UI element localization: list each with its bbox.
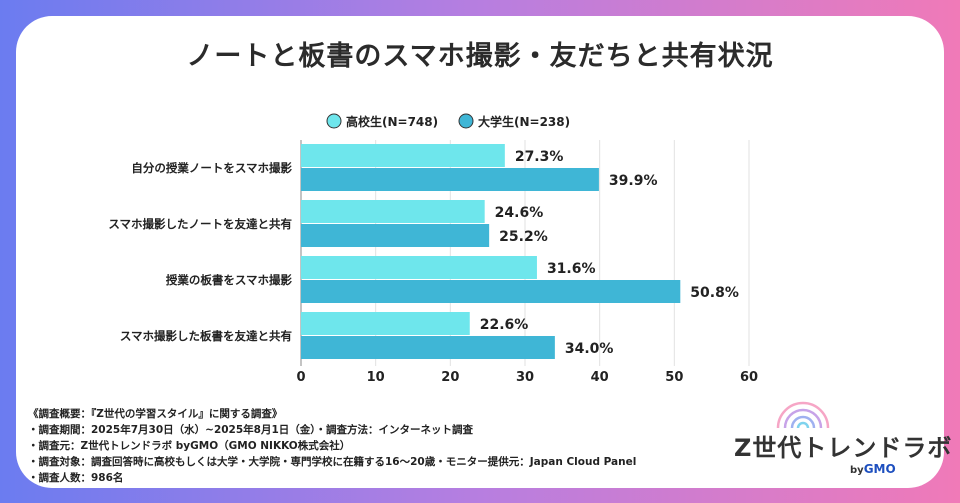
data-label: 24.6% <box>495 205 544 221</box>
x-tick-label: 20 <box>441 370 459 385</box>
x-tick-label: 0 <box>296 370 305 385</box>
survey-note: 《調査概要：『Z世代の学習スタイル』に関する調査》 <box>28 408 283 420</box>
logo-name: Z世代トレンドラボ <box>734 434 953 462</box>
data-label: 34.0% <box>565 341 614 357</box>
category-label: 授業の板書をスマホ撮影 <box>166 273 293 287</box>
bar <box>301 256 537 279</box>
x-tick-label: 10 <box>367 370 385 385</box>
legend-swatch <box>458 113 474 129</box>
bar <box>301 144 505 167</box>
chart-title: ノートと板書のスマホ撮影・友だちと共有状況 <box>186 41 774 72</box>
category-label: スマホ撮影した板書を友達と共有 <box>120 329 293 343</box>
data-label: 31.6% <box>547 261 596 277</box>
bar <box>301 224 490 247</box>
legend-swatch <box>326 113 342 129</box>
category-label: スマホ撮影したノートを友達と共有 <box>108 217 292 231</box>
data-label: 39.9% <box>609 173 658 189</box>
survey-note: ・調査期間：2025年7月30日（水）~2025年8月1日（金）・調査方法：イン… <box>28 424 474 436</box>
logo-brand: GMO <box>863 462 896 476</box>
survey-notes: 《調査概要：『Z世代の学習スタイル』に関する調査》 ・調査期間：2025年7月3… <box>28 406 636 486</box>
chart-card <box>16 16 944 488</box>
legend-label: 高校生(N=748) <box>346 114 438 129</box>
data-label: 25.2% <box>499 229 548 245</box>
x-tick-label: 60 <box>740 370 758 385</box>
data-label: 27.3% <box>515 149 564 165</box>
bar <box>301 168 599 191</box>
survey-note: ・調査元：Z世代トレンドラボ byGMO（GMO NIKKO株式会社） <box>28 440 351 452</box>
category-label: 自分の授業ノートをスマホ撮影 <box>131 161 292 175</box>
brand-logo: Z世代トレンドラボ byGMO <box>728 398 951 480</box>
bar <box>301 312 470 335</box>
logo-by-text: by <box>850 465 864 476</box>
data-label: 22.6% <box>480 317 529 333</box>
signal-waves-icon <box>776 401 830 429</box>
x-tick-label: 50 <box>665 370 683 385</box>
survey-note: ・調査対象：調査回答時に高校もしくは大学・大学院・専門学校に在籍する16～20歳… <box>28 456 637 468</box>
legend-label: 大学生(N=238) <box>478 114 570 129</box>
data-label: 50.8% <box>690 285 739 301</box>
logo-by: byGMO <box>850 462 896 476</box>
x-tick-label: 30 <box>516 370 534 385</box>
bar <box>301 280 681 303</box>
x-tick-label: 40 <box>591 370 609 385</box>
bar <box>301 336 555 359</box>
bar <box>301 200 485 223</box>
survey-note: ・調査人数：986名 <box>28 472 124 484</box>
